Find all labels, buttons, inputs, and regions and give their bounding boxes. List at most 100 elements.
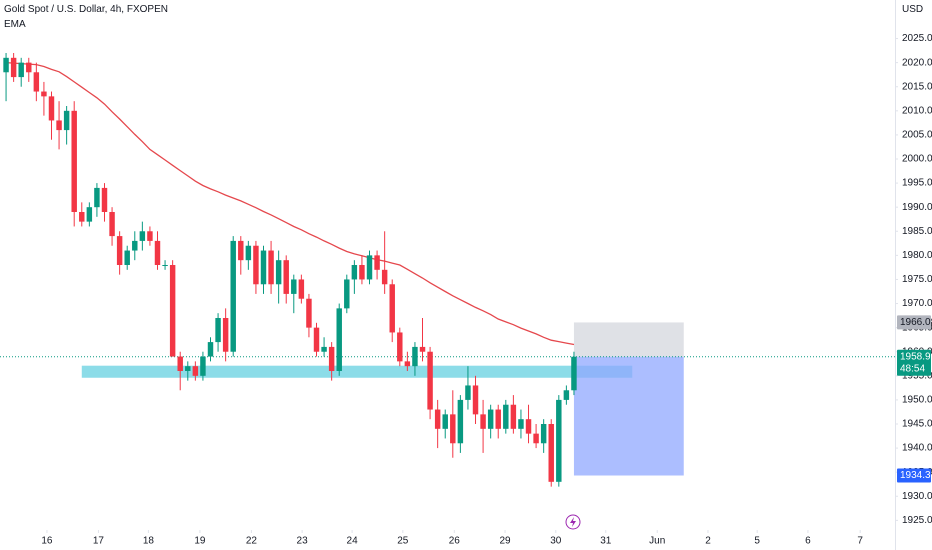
- x-tick-label: 16: [41, 536, 53, 547]
- candle-body: [139, 231, 146, 241]
- candle-body: [518, 419, 524, 429]
- y-tick-label: 1955.00: [902, 370, 932, 381]
- candle-body: [457, 399, 464, 444]
- candle-body: [472, 385, 479, 415]
- x-tick-label: 22: [246, 536, 258, 547]
- candle-body: [412, 346, 418, 367]
- candle-body: [177, 356, 183, 371]
- y-tick-label: 1970.00: [902, 298, 932, 309]
- event-icon[interactable]: [565, 514, 581, 530]
- candle-body: [215, 318, 221, 343]
- support-zone: [81, 365, 633, 378]
- candle-body: [124, 250, 130, 265]
- candle-body: [33, 72, 40, 92]
- entry-tag-bg: [897, 349, 931, 376]
- indicator-label[interactable]: EMA: [4, 19, 26, 30]
- candle-body: [321, 346, 327, 352]
- candle-body: [336, 308, 342, 371]
- x-tick-label: 18: [143, 536, 155, 547]
- candle-body: [313, 327, 320, 352]
- y-tick-label: 1930.00: [902, 491, 932, 502]
- x-tick-label: 26: [449, 536, 461, 547]
- candle-body: [26, 62, 32, 73]
- candle-body: [48, 96, 55, 121]
- candle-body: [207, 342, 214, 357]
- y-tick-label: 1925.00: [902, 515, 932, 526]
- candle-body: [381, 269, 388, 285]
- candle-body: [245, 245, 252, 261]
- candle-body: [344, 279, 350, 309]
- y-tick-label: 1975.00: [902, 274, 932, 285]
- candle-body: [162, 265, 168, 266]
- candle-body: [419, 346, 426, 352]
- y-tick-label: 2005.00: [902, 130, 932, 141]
- x-tick-label: 2: [705, 536, 711, 547]
- y-tick-label: 1985.00: [902, 226, 932, 237]
- countdown: 48:54: [900, 363, 925, 374]
- y-tick-label: 2025.00: [902, 33, 932, 44]
- x-tick-label: 25: [397, 536, 409, 547]
- candle-body: [275, 260, 282, 285]
- candle-body: [450, 414, 456, 444]
- x-tick-label: 17: [93, 536, 105, 547]
- candle-body: [389, 284, 395, 333]
- ema-line: [6, 61, 575, 346]
- candle-body: [480, 414, 486, 429]
- candle-body: [283, 260, 289, 294]
- y-tick-label: 1990.00: [902, 202, 932, 213]
- target-box: [573, 322, 684, 357]
- stop-box: [573, 356, 684, 476]
- candle-body: [10, 57, 17, 78]
- y-tick-label: 1995.00: [902, 178, 932, 189]
- candle-body: [540, 424, 547, 444]
- x-tick-label: 7: [857, 536, 863, 547]
- target-tag: 1966.08: [900, 317, 932, 328]
- currency-label[interactable]: USD: [902, 4, 924, 15]
- candle-body: [306, 298, 312, 328]
- x-tick-label: 19: [194, 536, 206, 547]
- candle-body: [563, 390, 570, 400]
- candle-body: [18, 62, 24, 78]
- y-tick-label: 2010.00: [902, 105, 932, 116]
- candle-body: [200, 356, 206, 376]
- y-tick-label: 1945.00: [902, 419, 932, 430]
- candle-body: [86, 207, 93, 222]
- candle-body: [397, 332, 403, 362]
- candle-body: [41, 91, 47, 97]
- y-tick-label: 1950.00: [902, 395, 932, 406]
- candle-body: [298, 279, 305, 299]
- candle-body: [222, 318, 229, 352]
- candle-body: [116, 236, 123, 265]
- candle-body: [79, 212, 85, 222]
- candle-body: [465, 385, 471, 400]
- target-tag-bg: [897, 315, 931, 330]
- symbol-title[interactable]: Gold Spot / U.S. Dollar, 4h, FXOPEN: [4, 4, 168, 15]
- y-tick-label: 2015.00: [902, 81, 932, 92]
- candle-body: [109, 212, 115, 237]
- candle-body: [132, 240, 138, 251]
- x-tick-label: 24: [347, 536, 359, 547]
- candle-body: [253, 245, 259, 285]
- candle-body: [548, 424, 554, 482]
- candle-body: [101, 187, 108, 212]
- candle-body: [230, 240, 236, 352]
- entry-tag: 1958.96: [900, 351, 932, 362]
- candle-body: [359, 265, 365, 280]
- x-tick-label: 5: [754, 536, 760, 547]
- stop-tag: 1934.31: [900, 470, 932, 481]
- candle-body: [147, 231, 153, 241]
- candle-body: [442, 414, 448, 429]
- x-tick-label: 30: [550, 536, 562, 547]
- candle-body: [525, 419, 532, 434]
- candle-body: [351, 265, 358, 280]
- stop-tag-bg: [897, 468, 931, 483]
- candle-body: [434, 409, 441, 429]
- candle-body: [374, 255, 380, 270]
- candle-body: [94, 187, 100, 208]
- candle-body: [366, 255, 373, 280]
- candle-body: [169, 265, 176, 357]
- candle-body: [487, 409, 494, 429]
- candle-body: [71, 110, 77, 212]
